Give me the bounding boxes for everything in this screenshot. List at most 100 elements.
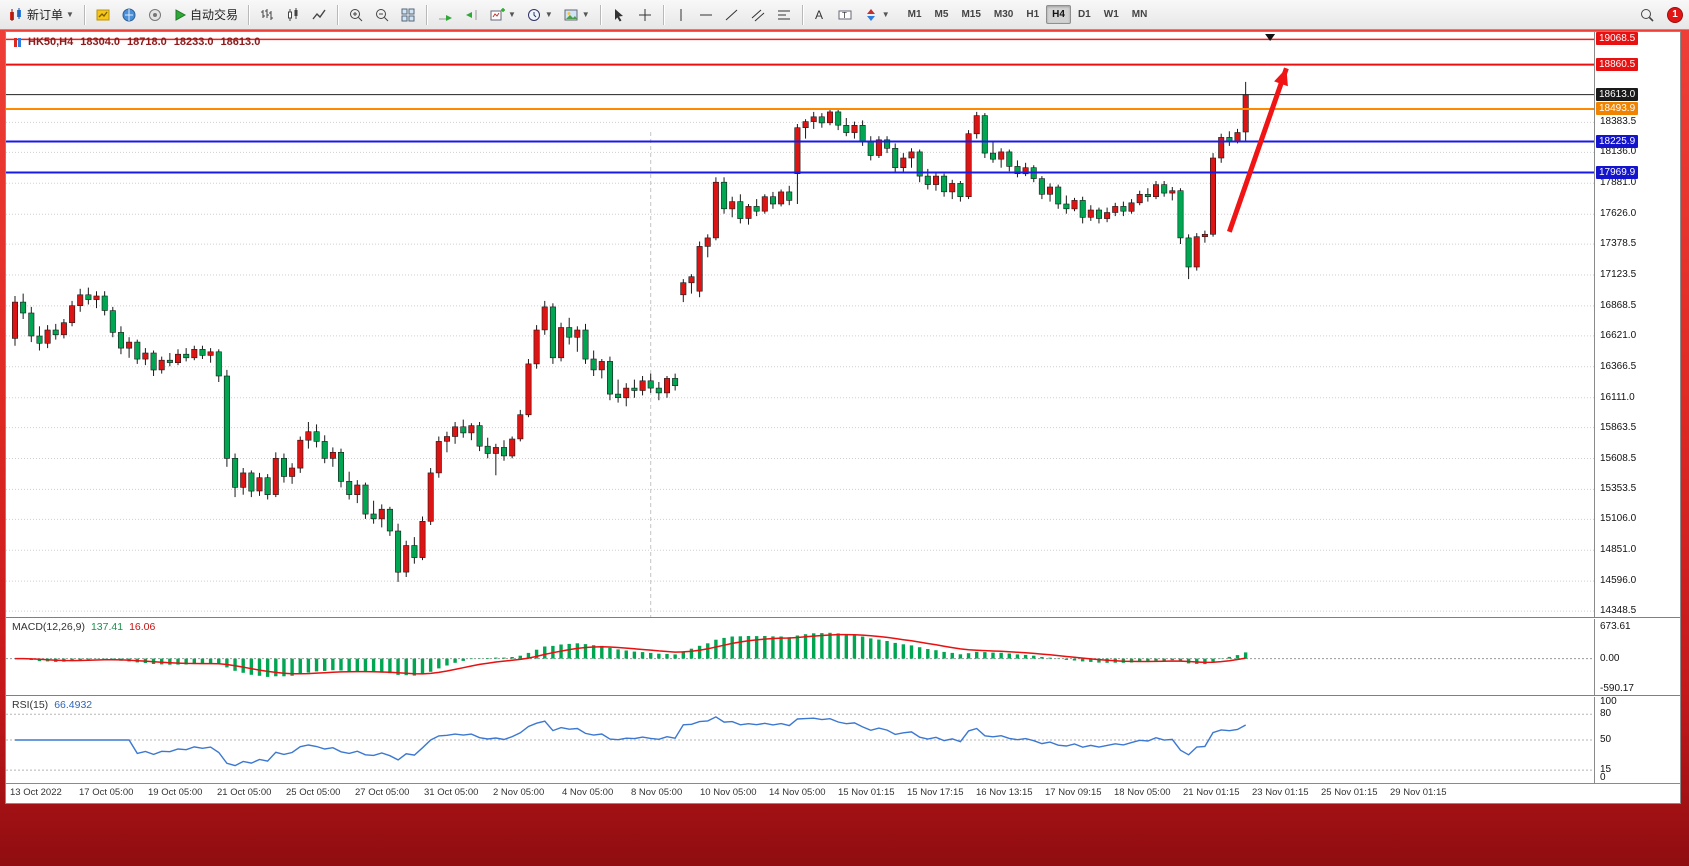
toolbar-separator [662, 4, 664, 25]
price-tick-label: 14851.0 [1600, 544, 1637, 556]
timeframe-h1[interactable]: H1 [1026, 9, 1040, 20]
time-axis[interactable]: 13 Oct 2022 17 Oct 05:00 19 Oct 05:00 21 Oc… [6, 783, 1680, 801]
vertical-line-icon [674, 7, 688, 23]
toolbar: 新订单 ▼ 自动交易 ▼ ▼ ▼ A T ▼ M1 M5 M15 M30 H1 … [0, 0, 1689, 30]
zoom-in-icon [348, 7, 364, 23]
time-label: 25 Oct 05:00 [286, 787, 341, 798]
timeframe-w1[interactable]: W1 [1103, 9, 1119, 20]
horizontal-line-icon [698, 7, 714, 23]
trend-arrow-annotation[interactable] [1226, 67, 1289, 233]
macd-title: MACD(12,26,9) 137.41 16.06 [12, 621, 155, 633]
profiles-icon [121, 7, 137, 23]
timeframe-m30[interactable]: M30 [993, 9, 1014, 20]
price-tick-label: 15863.5 [1600, 421, 1637, 433]
new-order-icon [8, 7, 24, 23]
search-button[interactable] [1635, 4, 1659, 26]
macd-plot[interactable] [6, 619, 1594, 695]
crosshair-button[interactable] [633, 4, 657, 26]
macd-value-signal: 16.06 [129, 621, 156, 633]
new-chart-button[interactable]: ▼ [485, 4, 520, 26]
fibonacci-tool-button[interactable] [772, 4, 796, 26]
bar-chart-button[interactable] [255, 4, 279, 26]
main-chart-plot[interactable] [6, 32, 1594, 617]
time-label: 29 Nov 01:15 [1390, 787, 1447, 798]
price-gridlines [6, 121, 1594, 612]
rsi-axis-label: 50 [1600, 734, 1612, 745]
line-chart-button[interactable] [307, 4, 331, 26]
periods-button[interactable]: ▼ [522, 4, 557, 26]
macd-histogram [21, 632, 1248, 677]
ohlc-low: 18233.0 [173, 36, 214, 48]
timeframe-m1[interactable]: M1 [907, 9, 922, 20]
profiles-button[interactable] [117, 4, 141, 26]
toolbar-separator [83, 4, 85, 25]
arrows-icon [863, 7, 879, 23]
charts-button[interactable] [91, 4, 115, 26]
time-label: 27 Oct 05:00 [355, 787, 410, 798]
chart-shift-button[interactable] [459, 4, 483, 26]
time-label: 31 Oct 05:00 [424, 787, 479, 798]
vertical-line-tool-button[interactable] [670, 4, 692, 26]
price-level-label: 19068.5 [1596, 32, 1639, 46]
zoom-out-icon [374, 7, 390, 23]
macd-panel-divider[interactable] [6, 617, 1680, 619]
time-label: 10 Nov 05:00 [700, 787, 757, 798]
price-tick-label: 16621.0 [1600, 329, 1637, 341]
timeframe-m15[interactable]: M15 [961, 9, 981, 20]
horizontal-line-tool-button[interactable] [694, 4, 718, 26]
macd-axis-label: 673.61 [1600, 621, 1631, 632]
candlestick-chart-button[interactable] [281, 4, 305, 26]
timeframe-d1[interactable]: D1 [1077, 9, 1091, 20]
chart-shift-marker[interactable] [1265, 34, 1276, 41]
toolbar-separator [247, 4, 249, 25]
svg-text:T: T [842, 11, 847, 20]
time-label: 17 Oct 05:00 [79, 787, 134, 798]
text-label-tool-button[interactable]: T [833, 4, 857, 26]
timeframe-m5[interactable]: M5 [934, 9, 949, 20]
price-tick-label: 14596.0 [1600, 575, 1637, 587]
symbol-label: HK50,H4 [28, 36, 74, 48]
price-tick-label: 14348.5 [1600, 605, 1637, 617]
zoom-out-button[interactable] [370, 4, 394, 26]
new-chart-icon [489, 7, 505, 23]
crosshair-icon [637, 7, 653, 23]
horizontal-level-lines[interactable] [6, 38, 1594, 174]
rsi-plot[interactable] [6, 697, 1594, 783]
price-tick-label: 16111.0 [1600, 391, 1635, 403]
alerts-button[interactable] [143, 4, 167, 26]
rsi-panel-divider[interactable] [6, 695, 1680, 697]
price-tick-label: 18383.5 [1600, 116, 1637, 128]
price-tick-label: 18136.0 [1600, 146, 1637, 158]
timeframe-mn[interactable]: MN [1131, 9, 1148, 20]
charts-icon [95, 7, 111, 23]
auto-scroll-icon [437, 7, 453, 23]
text-tool-button[interactable]: A [809, 4, 831, 26]
tile-windows-icon [400, 7, 416, 23]
ohlc-high: 18718.0 [127, 36, 167, 48]
time-label: 23 Nov 01:15 [1252, 787, 1309, 798]
trendline-tool-button[interactable] [720, 4, 744, 26]
tile-windows-button[interactable] [396, 4, 420, 26]
new-order-button[interactable]: 新订单 ▼ [4, 3, 78, 26]
price-axis[interactable]: 18383.5 18136.0 17881.0 17626.0 17378.5 17123… [1594, 32, 1680, 783]
chart-shift-icon [463, 7, 479, 23]
templates-button[interactable]: ▼ [559, 4, 594, 26]
arrows-tool-button[interactable]: ▼ [859, 4, 894, 26]
alerts-icon [147, 7, 163, 23]
channel-tool-button[interactable] [746, 4, 770, 26]
zoom-in-button[interactable] [344, 4, 368, 26]
auto-trading-icon [173, 8, 187, 22]
templates-icon [563, 7, 579, 23]
macd-signal-line [15, 633, 1246, 675]
price-tick-label: 15106.0 [1600, 513, 1637, 525]
rsi-axis-label: 80 [1600, 708, 1612, 720]
time-label: 15 Nov 01:15 [838, 787, 895, 798]
auto-trading-button[interactable]: 自动交易 [169, 3, 242, 26]
cursor-button[interactable] [607, 4, 631, 26]
timeframe-h4[interactable]: H4 [1046, 5, 1071, 24]
price-tick-label: 17626.0 [1600, 208, 1637, 220]
price-level-label: 18613.0 [1596, 87, 1639, 101]
rsi-axis-label: 15 [1600, 764, 1612, 776]
notification-badge[interactable]: 1 [1667, 6, 1683, 23]
auto-scroll-button[interactable] [433, 4, 457, 26]
